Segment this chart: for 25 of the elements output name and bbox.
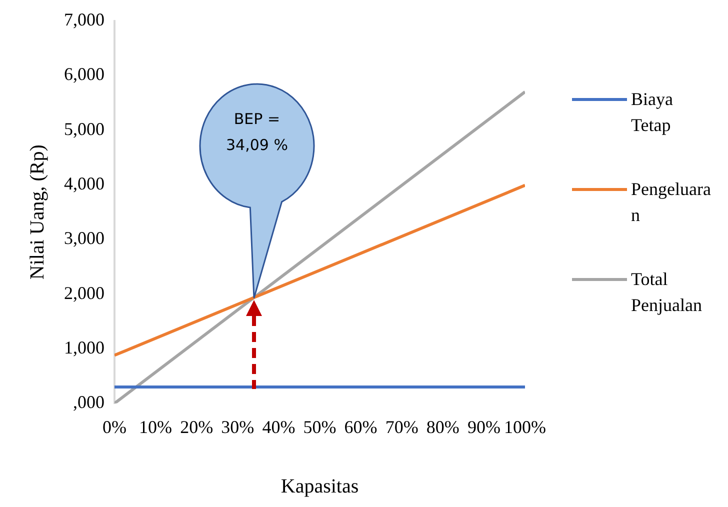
y-tick-label: 5,000 (64, 118, 104, 139)
y-tick-label: 1,000 (64, 337, 104, 358)
y-axis-title: Nilai Uang, (Rp) (26, 144, 48, 280)
x-axis-title: Kapasitas (280, 475, 359, 498)
legend-label: Pengeluaran (631, 178, 711, 227)
x-tick-label: 30% (221, 416, 254, 437)
y-tick-label: 2,000 (64, 282, 104, 303)
x-tick-label: 80% (426, 416, 460, 437)
y-tick-label: 4,000 (64, 174, 104, 194)
x-tick-label: 50% (303, 416, 336, 437)
y-tick-label: ,000 (73, 392, 104, 412)
x-tick-label: 90% (467, 416, 500, 437)
x-tick-label: 10% (139, 416, 172, 437)
x-tick-label: 60% (344, 416, 378, 437)
x-tick-label: 20% (180, 416, 214, 437)
x-tick-label: 40% (262, 416, 296, 437)
x-tick-label: 70% (385, 416, 418, 437)
annotation: BEP = 34,09 % (224, 108, 289, 156)
legend-label: Total Penjualan (631, 268, 703, 317)
y-tick-label: 3,000 (64, 228, 104, 248)
y-tick-label: 6,000 (64, 64, 104, 84)
x-tick-label: 100% (504, 416, 546, 437)
y-tick-label: 7,000 (64, 10, 104, 30)
x-tick-label: 0% (102, 416, 126, 437)
legend-label: Biaya Tetap (631, 88, 674, 137)
